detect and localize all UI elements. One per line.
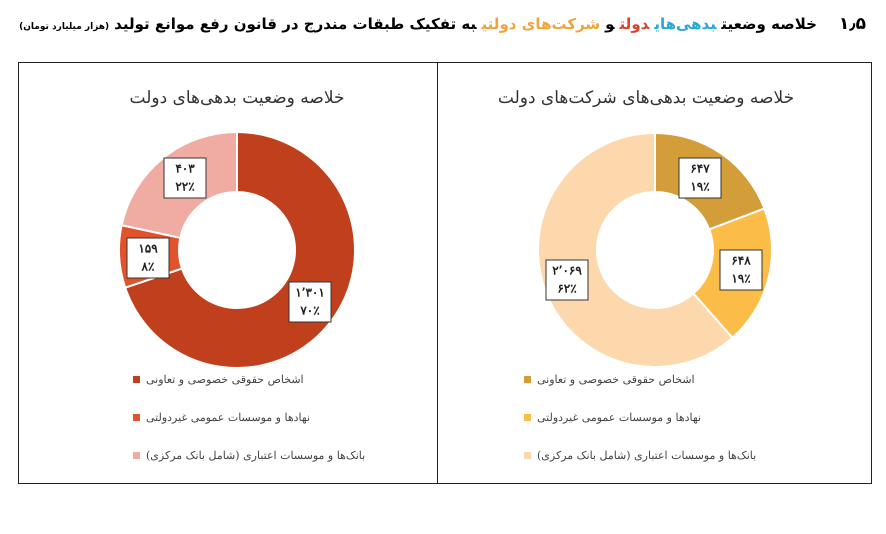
title-part: شرکت‌های دولتی [481, 15, 601, 33]
unit: (هزار میلیارد تومان) [19, 22, 110, 32]
legend-label: نهادها و موسسات عمومی غیردولتی [146, 411, 310, 424]
data-label-box [678, 157, 722, 199]
legend-label: نهادها و موسسات عمومی غیردولتی [537, 411, 701, 424]
percent-label: ۱۹٪ [731, 272, 751, 286]
title-part: به تفکیک طبقات مندرج در قانون رفع موانع … [114, 15, 477, 33]
data-label-box [719, 249, 763, 291]
legend-marker [133, 376, 140, 383]
section-number: ۱٫۵ [838, 14, 866, 34]
data-label-box [126, 237, 170, 279]
title-part: دولت [619, 15, 650, 33]
data-label-box [545, 259, 589, 301]
data-label-box [288, 281, 332, 323]
data-label: ۲٬۰۶۹ [552, 264, 582, 278]
percent-label: ۱۹٪ [690, 180, 710, 194]
data-label: ۱۵۹ [138, 242, 158, 256]
title-part: بدهی‌های [654, 15, 717, 33]
donut-segment [537, 131, 734, 368]
data-label: ۱٬۳۰۱ [295, 286, 325, 300]
title-part: و [605, 15, 615, 33]
data-label: ۶۴۷ [690, 162, 710, 176]
percent-label: ۶۲٪ [557, 282, 577, 296]
legend-marker [133, 414, 140, 421]
frame [18, 62, 872, 484]
legend-label: اشخاص حقوقی خصوصی و تعاونی [146, 373, 304, 386]
legend-marker [524, 376, 531, 383]
legend-label: بانک‌ها و موسسات اعتباری (شامل بانک مرکز… [146, 449, 365, 462]
data-label: ۴۰۳ [175, 162, 195, 176]
legend-marker [524, 414, 531, 421]
legend-label: اشخاص حقوقی خصوصی و تعاونی [537, 373, 695, 386]
header: ۱٫۵ خلاصه وضعیتبدهی‌هایدولتوشرکت‌های دولت… [14, 14, 866, 34]
percent-label: ۲۲٪ [175, 180, 195, 194]
legend-marker [524, 452, 531, 459]
percent-label: ۸٪ [141, 260, 155, 274]
legend-label: بانک‌ها و موسسات اعتباری (شامل بانک مرکز… [537, 449, 756, 462]
data-label-box [163, 157, 207, 199]
percent-label: ۷۰٪ [299, 304, 320, 318]
chart-title: خلاصه وضعیت بدهی‌های دولت [130, 88, 345, 108]
chart-title: خلاصه وضعیت بدهی‌های شرکت‌های دولت [498, 88, 794, 108]
legend-marker [133, 452, 140, 459]
title-part: خلاصه وضعیت [721, 15, 817, 33]
data-label: ۶۴۸ [731, 254, 751, 268]
